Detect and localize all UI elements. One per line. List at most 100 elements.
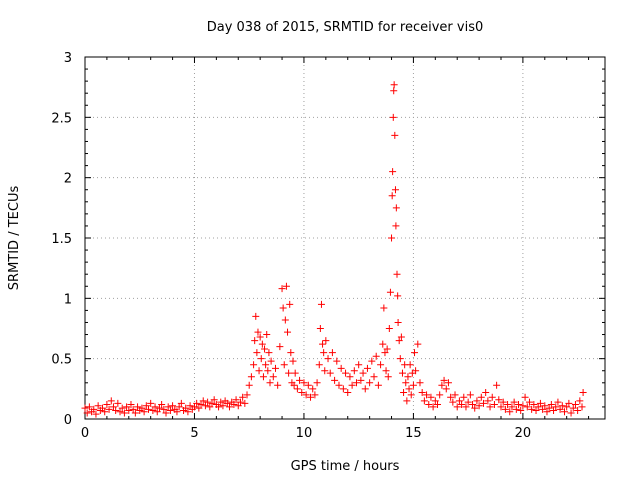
data-point — [320, 349, 328, 357]
data-point — [479, 399, 487, 407]
data-point — [455, 397, 463, 405]
data-point — [390, 87, 398, 95]
data-point — [412, 367, 420, 375]
data-point — [517, 407, 525, 415]
data-point — [451, 391, 459, 399]
data-point — [252, 312, 260, 320]
x-tick-label: 20 — [515, 426, 532, 441]
data-point — [385, 325, 393, 332]
data-point — [519, 402, 527, 410]
data-point — [545, 404, 553, 412]
data-point — [560, 408, 568, 416]
data-point — [140, 408, 148, 416]
data-point — [423, 391, 431, 399]
y-tick-label: 1.5 — [51, 232, 72, 247]
data-point — [579, 388, 587, 396]
data-point — [316, 325, 324, 332]
data-point — [253, 349, 261, 357]
data-point — [264, 367, 272, 375]
data-point — [300, 379, 308, 387]
data-point — [245, 381, 253, 389]
data-point — [458, 401, 466, 409]
data-point — [493, 381, 501, 389]
data-point — [384, 373, 392, 381]
data-point — [532, 407, 540, 415]
data-point — [304, 381, 312, 389]
data-point — [265, 349, 273, 357]
data-point — [578, 403, 586, 411]
data-point — [346, 373, 354, 381]
data-point — [201, 402, 209, 410]
data-point — [290, 381, 298, 389]
data-point — [392, 204, 400, 212]
data-points — [81, 81, 587, 418]
data-point — [103, 401, 111, 409]
data-point — [291, 369, 299, 377]
data-point — [217, 398, 225, 406]
data-point — [389, 168, 397, 176]
data-point — [534, 403, 542, 411]
data-point — [197, 401, 205, 409]
x-axis-title: GPS time / hours — [291, 459, 400, 474]
data-point — [436, 391, 444, 399]
data-point — [118, 404, 126, 412]
data-point — [125, 407, 133, 415]
data-point — [311, 391, 319, 399]
data-point — [173, 408, 181, 416]
data-point — [344, 388, 352, 396]
data-point — [444, 379, 452, 387]
data-point — [335, 381, 343, 389]
x-tick-labels: 0 5 10 15 20 — [81, 426, 531, 441]
data-point — [234, 402, 242, 410]
data-point — [186, 402, 194, 410]
data-point — [414, 340, 422, 348]
data-point — [267, 357, 275, 365]
y-tick-label: 2.5 — [51, 111, 72, 126]
data-point — [123, 403, 131, 411]
data-point — [550, 407, 558, 415]
data-point — [239, 393, 247, 401]
data-point — [256, 333, 264, 341]
data-point — [576, 397, 584, 405]
data-point — [99, 404, 107, 412]
data-point — [388, 192, 396, 200]
data-point — [411, 349, 419, 357]
x-tick-label: 10 — [296, 426, 313, 441]
data-point — [105, 405, 113, 413]
data-point — [355, 361, 363, 369]
data-point — [361, 385, 369, 393]
data-point — [92, 410, 100, 418]
data-point — [149, 407, 157, 415]
data-point — [469, 401, 477, 409]
data-point — [339, 385, 347, 393]
data-point — [539, 405, 547, 413]
data-point — [488, 393, 496, 401]
data-point — [486, 403, 494, 411]
x-tick-label: 5 — [190, 426, 198, 441]
y-tick-label: 0.5 — [51, 353, 72, 368]
data-point — [333, 357, 341, 365]
data-point — [293, 385, 301, 393]
data-point — [541, 402, 549, 410]
data-point — [466, 391, 474, 399]
data-point — [85, 403, 93, 411]
data-point — [261, 345, 269, 353]
data-point — [193, 399, 201, 407]
data-point — [169, 402, 177, 410]
data-point — [554, 398, 562, 406]
data-point — [460, 393, 468, 401]
data-point — [359, 369, 367, 377]
data-point — [223, 399, 231, 407]
data-point — [147, 399, 155, 407]
data-point — [403, 397, 411, 405]
data-point — [499, 398, 507, 406]
data-point — [482, 388, 490, 396]
data-point — [391, 186, 399, 194]
data-point — [279, 304, 287, 312]
data-point — [127, 401, 135, 409]
data-point — [255, 367, 263, 375]
data-point — [389, 113, 397, 121]
data-point — [473, 397, 481, 405]
data-point — [317, 300, 325, 308]
data-point — [243, 391, 251, 399]
